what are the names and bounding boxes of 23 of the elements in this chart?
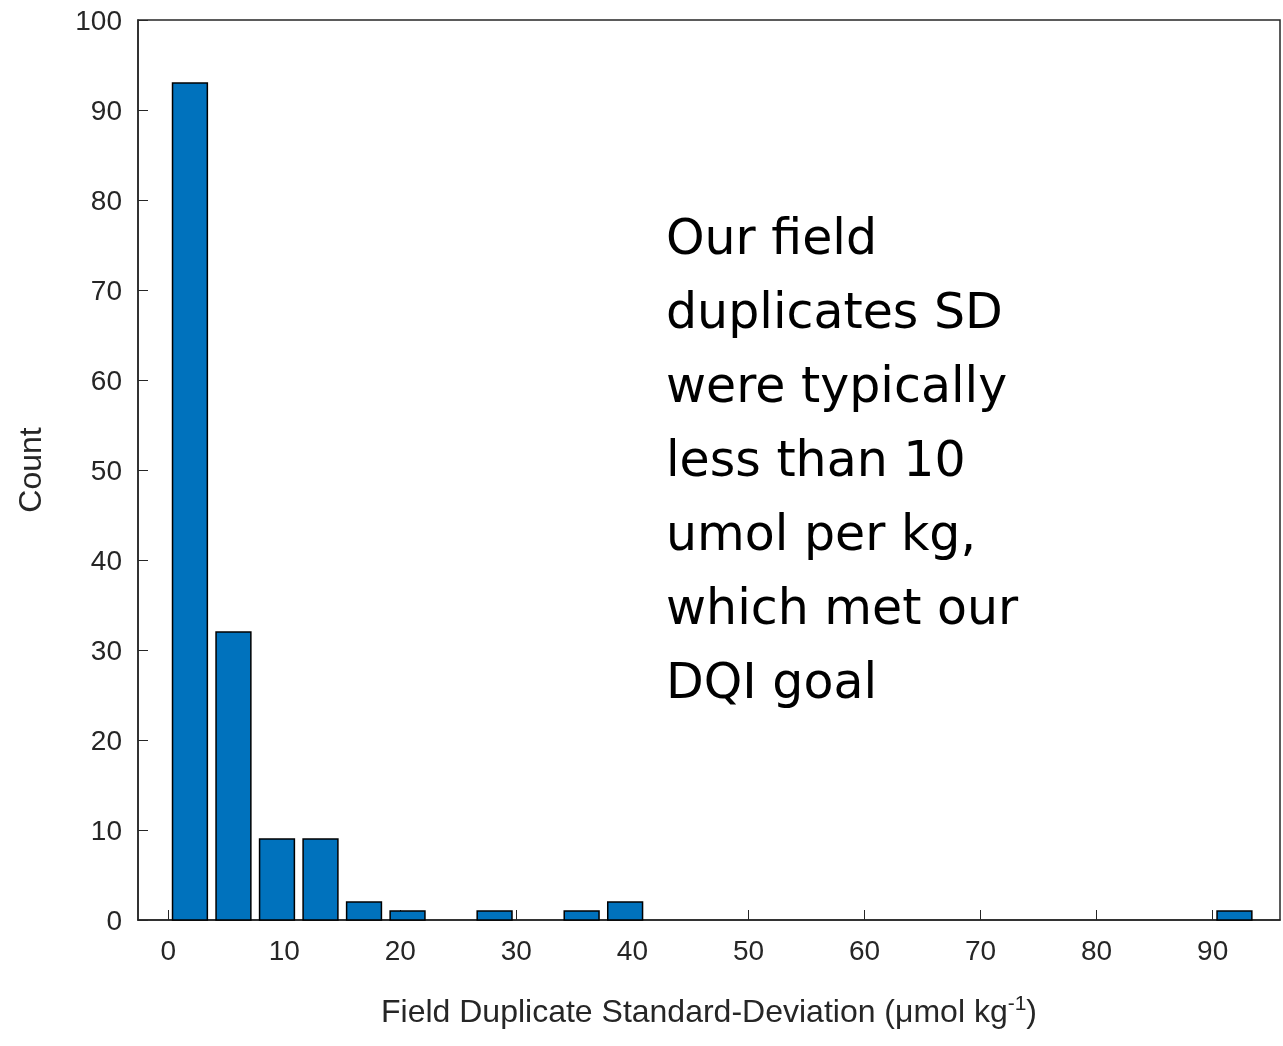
- x-tick-label: 70: [965, 934, 997, 966]
- y-axis-title: Count: [12, 427, 48, 513]
- y-tick-label: 90: [90, 94, 122, 126]
- y-tick-label: 100: [75, 4, 122, 36]
- y-tick-label: 40: [90, 544, 122, 576]
- y-tick-label: 50: [90, 454, 122, 486]
- annotation: Our field duplicates SD were typically less than 10 umol per kg, which met our DQI goal: [666, 208, 1034, 710]
- y-tick-label: 10: [90, 814, 122, 846]
- y-tick-label: 70: [90, 274, 122, 306]
- x-tick-label: 60: [848, 934, 881, 966]
- y-tick-label: 30: [90, 634, 122, 666]
- y-tick-label: 0: [106, 904, 122, 936]
- x-tick-label: 0: [160, 934, 176, 966]
- x-tick-label: 80: [1081, 934, 1113, 966]
- x-tick-label: 10: [268, 934, 300, 966]
- x-tick-label: 90: [1197, 934, 1229, 966]
- y-tick-label: 20: [90, 724, 122, 756]
- y-tick-label: 60: [90, 364, 122, 396]
- x-tick-label: 50: [732, 934, 765, 966]
- x-tick-label: 20: [384, 934, 416, 966]
- y-tick-label: 80: [90, 184, 122, 216]
- x-tick-label: 30: [500, 934, 532, 966]
- x-tick-label: 40: [616, 934, 648, 966]
